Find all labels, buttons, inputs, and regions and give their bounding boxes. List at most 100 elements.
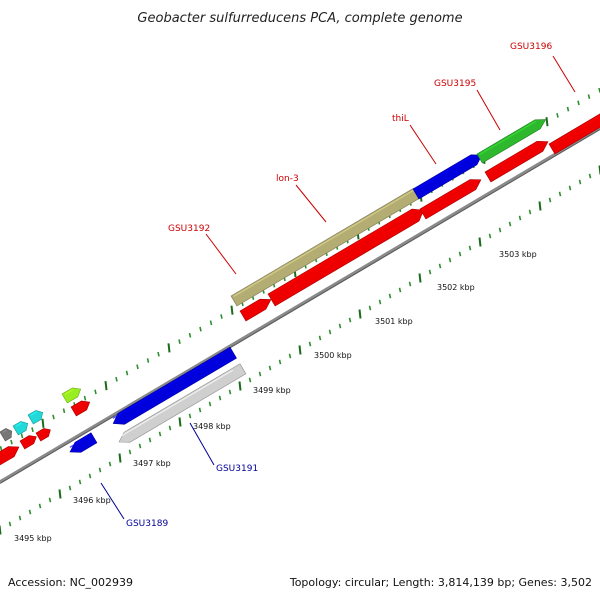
lower-tick (278, 359, 282, 365)
leader-line (205, 233, 237, 275)
lower-tick (538, 201, 542, 211)
lower-tick (108, 461, 112, 467)
lower-tick (208, 401, 212, 407)
lower-tick (238, 381, 242, 391)
lower-tick (358, 309, 362, 319)
lower-tick (498, 227, 502, 233)
upper-tick (125, 370, 129, 376)
upper-tick (188, 332, 192, 338)
lower-tick (508, 221, 512, 227)
gene-left-red-b-highlight (22, 436, 31, 442)
genome-backbone (0, 126, 600, 484)
gene-left-lime (61, 387, 82, 404)
lower-tick (428, 269, 432, 275)
gene-gsu3189-highlight (69, 438, 85, 448)
gene-gsu3192-highlight (233, 189, 415, 297)
lower-tick (588, 173, 592, 179)
lower-tick (578, 179, 582, 185)
upper-tick (230, 305, 234, 315)
gene-red-a (239, 298, 272, 322)
gene-gsu3195-highlight (479, 120, 537, 155)
upper-tick (146, 358, 150, 363)
gene-left-cyan-a-highlight (15, 422, 23, 427)
gene-red-d (484, 140, 549, 183)
upper-tick (220, 314, 223, 319)
upper-tick (587, 94, 591, 99)
upper-tick (52, 414, 55, 420)
scale-label: 3499 kbp (253, 386, 291, 395)
leader-line (409, 124, 437, 165)
gene-thil (412, 154, 483, 200)
lower-tick (68, 485, 72, 491)
gene-label-lon-3: lon-3 (276, 174, 299, 184)
lower-tick (488, 233, 492, 239)
upper-tick (104, 380, 108, 391)
gene-lon-3-highlight (270, 209, 414, 295)
gene-blue-mid-highlight (112, 352, 224, 419)
gene-gsu3191-highlight (118, 369, 234, 438)
lower-tick (478, 237, 482, 247)
scale-label: 3502 kbp (437, 283, 475, 292)
lower-tick (198, 407, 202, 413)
gene-left-red-c-highlight (38, 429, 46, 434)
gene-left-gray-highlight (2, 429, 8, 433)
gene-label-gsu3191: GSU3191 (216, 464, 258, 474)
lower-tick (38, 503, 42, 509)
lower-tick (448, 257, 452, 263)
upper-tick (209, 320, 213, 326)
gene-left-red-b (19, 435, 37, 450)
upper-tick (31, 427, 34, 432)
lower-tick-track (0, 165, 600, 535)
lower-tick (398, 287, 402, 293)
upper-tick (10, 439, 13, 445)
scale-label: 3500 kbp (314, 351, 352, 360)
scale-label: 3495 kbp (14, 534, 52, 543)
lower-tick (128, 449, 132, 455)
lower-tick (268, 365, 272, 371)
scale-label: 3503 kbp (499, 250, 537, 259)
gene-left-cyan-a (12, 421, 29, 436)
lower-tick (438, 263, 442, 269)
gene-gsu3195 (476, 119, 547, 164)
accession-text: Accession: NC_002939 (8, 576, 133, 589)
upper-tick (94, 389, 97, 395)
scale-label: 3501 kbp (375, 317, 413, 326)
upper-tick (178, 339, 181, 344)
upper-tick (136, 364, 139, 370)
lower-tick (348, 317, 352, 323)
lower-tick (188, 413, 192, 419)
lower-tick (318, 335, 322, 341)
lower-tick (548, 197, 552, 203)
gene-left-red-d-highlight (0, 447, 10, 455)
lower-tick (418, 273, 422, 283)
gene-label-gsu3192: GSU3192 (168, 224, 210, 234)
lower-tick (308, 341, 312, 347)
upper-tick (62, 408, 66, 414)
lower-tick (18, 515, 22, 521)
lower-tick (528, 209, 532, 215)
lower-tick (138, 443, 142, 449)
label-leader-lines (100, 55, 576, 520)
gene-red-a-highlight (242, 300, 262, 312)
map-title: Geobacter sulfurreducens PCA, complete g… (137, 11, 462, 26)
lower-tick (558, 191, 562, 197)
lower-tick (258, 371, 262, 377)
gene-gsu3189 (69, 432, 98, 453)
lower-tick (388, 293, 392, 299)
upper-tick (83, 395, 87, 401)
gene-red-d-highlight (487, 142, 539, 173)
gene-gsu3191 (118, 363, 247, 443)
lower-tick (0, 525, 2, 535)
lower-tick (368, 305, 372, 311)
gene-left-lime-highlight (64, 388, 74, 395)
scale-label: 3496 kbp (73, 496, 111, 505)
gene-label-gsu3196: GSU3196 (510, 42, 552, 52)
lower-tick (468, 245, 472, 251)
lower-tick (158, 431, 162, 437)
lower-tick (8, 521, 12, 527)
lower-tick (408, 281, 412, 287)
lower-tick (378, 299, 382, 305)
lower-tick (218, 395, 222, 401)
lower-tick (228, 389, 232, 395)
